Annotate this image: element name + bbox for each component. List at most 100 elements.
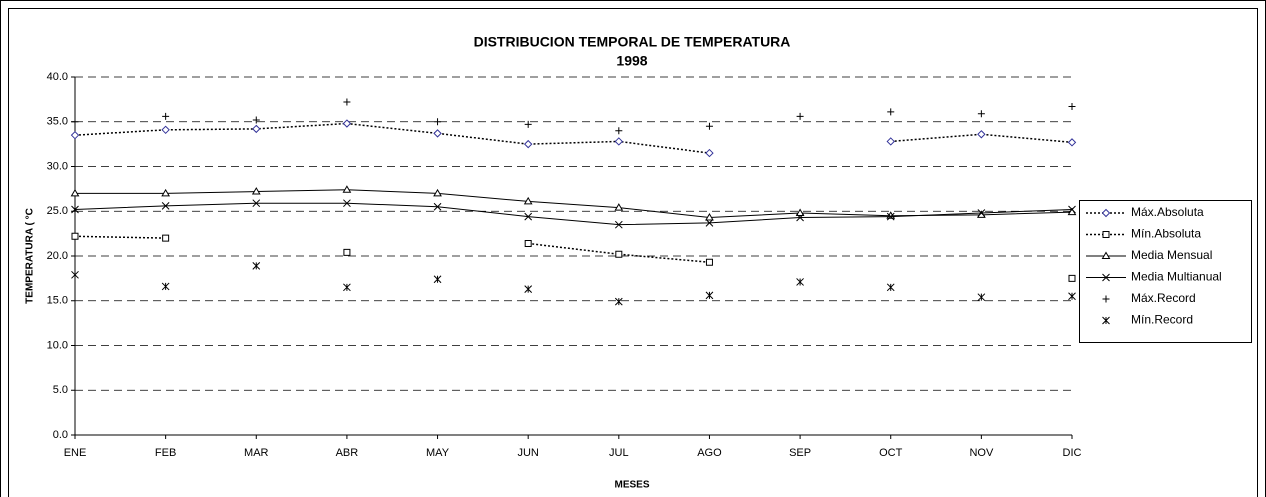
y-tick-label: 10.0 bbox=[47, 339, 68, 351]
x-axis-label: MESES bbox=[614, 480, 649, 491]
marker bbox=[1067, 138, 1077, 147]
marker bbox=[343, 199, 351, 208]
legend-label: Media Mensual bbox=[1131, 248, 1212, 262]
marker bbox=[161, 282, 170, 291]
y-tick-label: 5.0 bbox=[53, 384, 68, 396]
x-tick-label: OCT bbox=[879, 447, 903, 459]
marker bbox=[614, 297, 623, 306]
marker bbox=[614, 220, 623, 229]
marker bbox=[977, 209, 986, 217]
y-tick-label: 30.0 bbox=[47, 160, 68, 172]
marker bbox=[70, 130, 80, 140]
x-tick-label: NOV bbox=[969, 447, 994, 459]
x-tick-label: SEP bbox=[789, 447, 811, 459]
x-tick-label: JUL bbox=[609, 447, 629, 459]
marker bbox=[433, 202, 442, 211]
legend-marker bbox=[1102, 231, 1110, 238]
marker bbox=[433, 275, 442, 284]
marker bbox=[161, 188, 171, 197]
marker bbox=[434, 118, 442, 126]
marker bbox=[886, 137, 895, 146]
x-tick-label: AGO bbox=[697, 447, 722, 459]
marker bbox=[524, 120, 532, 128]
marker bbox=[705, 219, 714, 227]
marker bbox=[796, 112, 804, 120]
legend-label: Mín.Record bbox=[1131, 313, 1193, 327]
legend-marker bbox=[1102, 295, 1110, 303]
marker bbox=[71, 118, 79, 126]
marker bbox=[615, 127, 623, 135]
marker bbox=[433, 129, 442, 138]
y-axis-label: TEMPERATURA ( °C bbox=[25, 208, 36, 304]
marker bbox=[795, 208, 805, 217]
marker bbox=[162, 112, 170, 120]
marker bbox=[524, 239, 532, 247]
x-tick-label: MAY bbox=[426, 447, 450, 459]
marker bbox=[252, 199, 261, 208]
marker bbox=[342, 185, 352, 193]
marker bbox=[523, 139, 533, 149]
y-tick-label: 15.0 bbox=[47, 295, 68, 307]
marker bbox=[1068, 274, 1076, 282]
marker bbox=[796, 213, 804, 222]
legend-label: Máx.Absoluta bbox=[1131, 205, 1204, 219]
x-tick-label: MAR bbox=[244, 447, 269, 459]
series-line bbox=[74, 202, 1073, 226]
marker bbox=[523, 196, 533, 205]
legend-marker bbox=[1101, 251, 1111, 259]
marker bbox=[705, 122, 713, 130]
marker bbox=[705, 291, 714, 300]
y-tick-label: 0.0 bbox=[53, 429, 68, 441]
marker bbox=[705, 258, 713, 266]
marker bbox=[161, 125, 170, 135]
legend-label: Mín.Absoluta bbox=[1131, 227, 1201, 241]
marker bbox=[433, 188, 442, 197]
marker bbox=[70, 188, 80, 197]
marker bbox=[161, 202, 170, 210]
x-tick-label: JUN bbox=[517, 447, 538, 459]
marker bbox=[252, 116, 260, 124]
marker bbox=[524, 285, 533, 293]
marker bbox=[342, 119, 352, 128]
legend-label: Media Multianual bbox=[1131, 270, 1222, 284]
marker bbox=[71, 232, 79, 240]
marker bbox=[887, 108, 895, 116]
marker bbox=[162, 234, 170, 242]
legend-marker bbox=[1101, 208, 1111, 218]
legend-label: Máx.Record bbox=[1131, 291, 1196, 305]
x-tick-label: DIC bbox=[1063, 447, 1082, 459]
marker bbox=[343, 98, 351, 106]
series-line bbox=[74, 235, 166, 239]
marker bbox=[705, 213, 714, 221]
marker bbox=[343, 248, 351, 256]
marker bbox=[71, 270, 79, 279]
marker bbox=[524, 212, 533, 221]
marker bbox=[614, 137, 624, 146]
marker bbox=[977, 110, 985, 118]
marker bbox=[796, 278, 804, 286]
chart-title: DISTRIBUCION TEMPORAL DE TEMPERATURA bbox=[474, 34, 791, 50]
x-tick-label: ABR bbox=[336, 447, 359, 459]
x-tick-label: FEB bbox=[155, 447, 176, 459]
chart-frame bbox=[8, 8, 1258, 497]
y-tick-label: 25.0 bbox=[47, 205, 68, 217]
marker bbox=[977, 293, 986, 302]
marker bbox=[614, 203, 624, 211]
y-tick-label: 40.0 bbox=[47, 71, 68, 83]
series-line bbox=[74, 122, 710, 154]
y-tick-label: 35.0 bbox=[47, 116, 68, 128]
marker bbox=[343, 283, 351, 292]
y-tick-label: 20.0 bbox=[47, 250, 68, 262]
marker bbox=[1068, 292, 1076, 301]
x-tick-label: ENE bbox=[64, 447, 87, 459]
marker bbox=[252, 261, 261, 270]
marker bbox=[886, 283, 895, 292]
marker bbox=[1068, 205, 1076, 214]
marker bbox=[886, 212, 895, 221]
legend-marker bbox=[1102, 273, 1110, 282]
legend-marker bbox=[1102, 316, 1110, 325]
marker bbox=[705, 148, 714, 158]
marker bbox=[1068, 103, 1076, 111]
marker bbox=[615, 250, 623, 258]
